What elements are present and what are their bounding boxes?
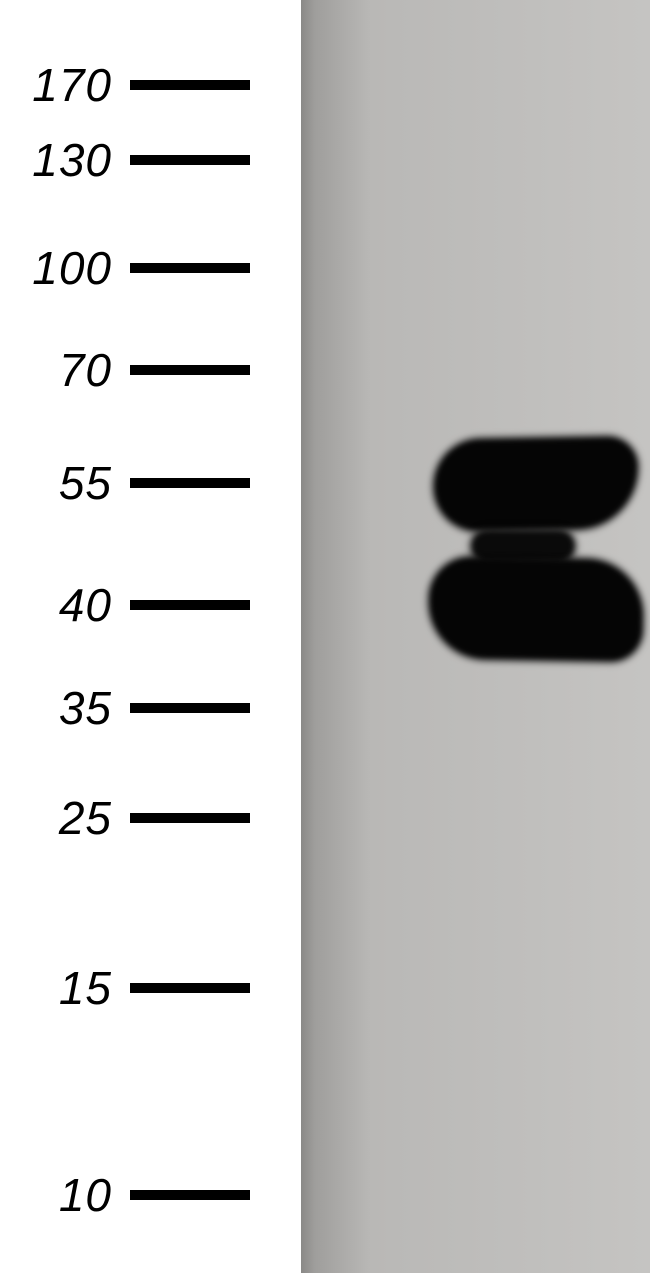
marker-label: 15 [0,961,130,1015]
marker-label: 130 [0,133,130,187]
marker-row: 55 [0,456,290,510]
marker-row: 15 [0,961,290,1015]
marker-tick [130,80,250,90]
marker-tick [130,600,250,610]
marker-row: 170 [0,58,290,112]
molecular-weight-ladder: 170 130 100 70 55 40 35 25 15 10 [0,0,300,1273]
marker-tick [130,813,250,823]
marker-label: 70 [0,343,130,397]
blot-band [430,558,642,660]
marker-label: 170 [0,58,130,112]
marker-label: 55 [0,456,130,510]
marker-label: 40 [0,578,130,632]
marker-row: 35 [0,681,290,735]
blot-band [435,438,637,529]
marker-row: 100 [0,241,290,295]
marker-tick [130,155,250,165]
marker-tick [130,983,250,993]
marker-row: 25 [0,791,290,845]
blot-band [473,532,573,560]
marker-label: 35 [0,681,130,735]
marker-label: 25 [0,791,130,845]
marker-tick [130,1190,250,1200]
blot-lane-area [301,0,650,1273]
marker-row: 70 [0,343,290,397]
western-blot-figure: 170 130 100 70 55 40 35 25 15 10 [0,0,650,1273]
marker-tick [130,365,250,375]
marker-label: 100 [0,241,130,295]
marker-tick [130,478,250,488]
marker-row: 40 [0,578,290,632]
marker-tick [130,263,250,273]
marker-tick [130,703,250,713]
marker-row: 130 [0,133,290,187]
marker-row: 10 [0,1168,290,1222]
marker-label: 10 [0,1168,130,1222]
